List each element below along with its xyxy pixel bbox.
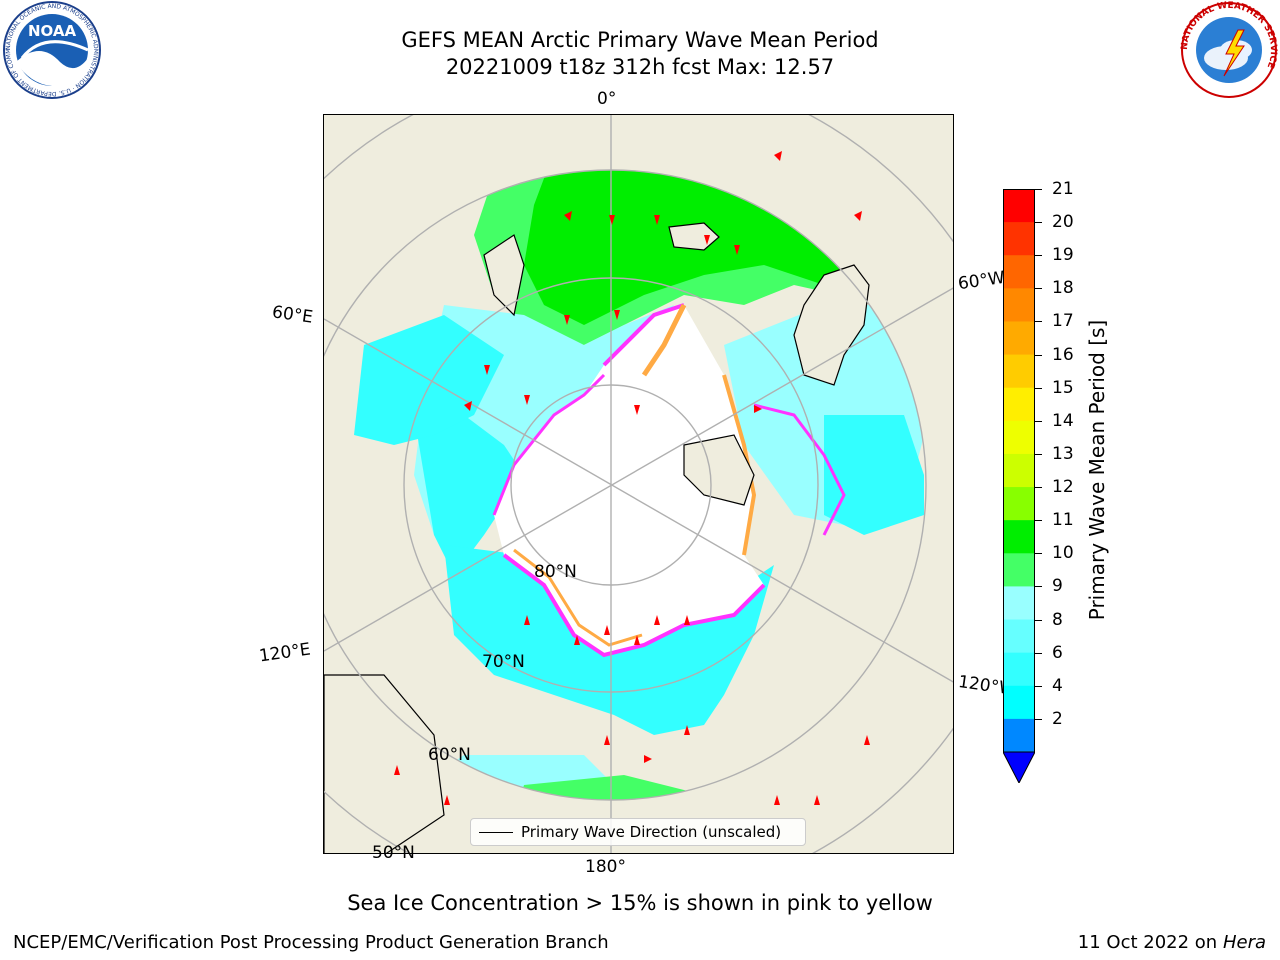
chart-title-line1: GEFS MEAN Arctic Primary Wave Mean Perio… <box>401 28 879 52</box>
colorbar <box>1002 189 1036 785</box>
legend-line-swatch <box>479 832 513 833</box>
footer-system: Hera <box>1222 932 1266 953</box>
colorbar-segment <box>1003 685 1035 720</box>
colorbar-segment <box>1003 652 1035 687</box>
colorbar-segment <box>1003 288 1035 322</box>
parallel-label-60n: 60°N <box>428 745 471 765</box>
footer-date-text: 11 Oct 2022 on <box>1077 932 1223 953</box>
map-legend: Primary Wave Direction (unscaled) <box>470 818 806 846</box>
colorbar-tick-label: 18 <box>1052 278 1074 299</box>
footer-credit: NCEP/EMC/Verification Post Processing Pr… <box>13 932 609 953</box>
meridian-label-0: 0° <box>597 89 617 109</box>
colorbar-tick-mark <box>1035 222 1042 224</box>
colorbar-outline <box>1003 189 1035 752</box>
parallel-label-50n: 50°N <box>372 843 415 863</box>
colorbar-tick-mark <box>1035 420 1042 422</box>
colorbar-tick-label: 15 <box>1052 377 1074 398</box>
colorbar-segment <box>1003 420 1035 455</box>
colorbar-tick-mark <box>1035 453 1042 455</box>
colorbar-tick-mark <box>1035 487 1042 489</box>
footer-date: 11 Oct 2022 on Hera <box>1078 932 1266 953</box>
wave-direction-arrows <box>394 151 870 805</box>
colorbar-tick-label: 12 <box>1052 477 1074 498</box>
colorbar-segment <box>1003 619 1035 654</box>
meridian-label-180: 180° <box>585 857 626 877</box>
colorbar-segment <box>1003 189 1035 223</box>
colorbar-tick-mark <box>1035 288 1042 290</box>
colorbar-tick-label: 11 <box>1052 510 1074 531</box>
colorbar-segment <box>1003 255 1035 289</box>
colorbar-tick-label: 21 <box>1052 179 1074 199</box>
nws-logo: NATIONAL WEATHER SERVICE <box>1178 0 1280 100</box>
colorbar-tick-label: 9 <box>1052 576 1063 597</box>
colorbar-tick-label: 4 <box>1052 675 1063 696</box>
colorbar-extend-arrow <box>1002 751 1036 785</box>
colorbar-tick-label: 2 <box>1052 708 1063 729</box>
colorbar-tick-mark <box>1035 520 1042 522</box>
chart-title-line2: 20221009 t18z 312h fcst Max: 12.57 <box>445 55 835 79</box>
meridian-label-60e: 60°E <box>270 302 315 328</box>
colorbar-tick-label: 16 <box>1052 344 1074 365</box>
colorbar-tick-label: 19 <box>1052 245 1074 266</box>
colorbar-segment <box>1003 718 1035 753</box>
legend-label: Primary Wave Direction (unscaled) <box>521 823 782 841</box>
colorbar-tick-label: 14 <box>1052 410 1074 431</box>
colorbar-tick-label: 8 <box>1052 609 1063 630</box>
colorbar-segment <box>1003 387 1035 422</box>
colorbar-tick-mark <box>1035 321 1042 323</box>
colorbar-tick-mark <box>1035 619 1042 621</box>
colorbar-svg <box>1002 189 1036 785</box>
colorbar-tick-mark <box>1035 553 1042 555</box>
colorbar-tick-label: 20 <box>1052 212 1074 233</box>
colorbar-tick-mark <box>1035 189 1042 190</box>
meridian-label-120e: 120°E <box>257 639 312 667</box>
colorbar-segment <box>1003 453 1035 488</box>
noaa-logo: NOAA NATIONAL OCEANIC AND ATMOSPHERIC AD… <box>0 0 104 100</box>
colorbar-tick-mark <box>1035 586 1042 588</box>
colorbar-tick-mark <box>1035 387 1042 389</box>
colorbar-tick-mark <box>1035 718 1042 720</box>
svg-text:NOAA: NOAA <box>28 22 77 40</box>
colorbar-tick-label: 17 <box>1052 311 1074 332</box>
colorbar-segment <box>1003 586 1035 621</box>
coastlines <box>324 222 870 853</box>
colorbar-tick-mark <box>1035 255 1042 257</box>
sea-ice-note: Sea Ice Concentration > 15% is shown in … <box>347 891 933 915</box>
parallel-label-70n: 70°N <box>482 652 525 672</box>
colorbar-segment <box>1003 321 1035 356</box>
colorbar-title: Primary Wave Mean Period [s] <box>1085 319 1109 621</box>
colorbar-tick-label: 10 <box>1052 543 1074 564</box>
meridian-label-60w: 60°W <box>956 267 1007 295</box>
colorbar-segment <box>1003 553 1035 587</box>
colorbar-segment <box>1003 487 1035 521</box>
colorbar-tick-label: 6 <box>1052 642 1063 663</box>
colorbar-tick-mark <box>1035 652 1042 654</box>
colorbar-tick-label: 13 <box>1052 443 1074 464</box>
colorbar-segment <box>1003 222 1035 256</box>
colorbar-segment <box>1003 520 1035 554</box>
parallel-label-80n: 80°N <box>534 562 577 582</box>
colorbar-tick-mark <box>1035 354 1042 356</box>
colorbar-tick-mark <box>1035 685 1042 687</box>
polar-map <box>323 114 954 854</box>
polar-map-canvas <box>324 115 953 853</box>
graticule <box>324 115 953 853</box>
colorbar-segment <box>1003 354 1035 389</box>
